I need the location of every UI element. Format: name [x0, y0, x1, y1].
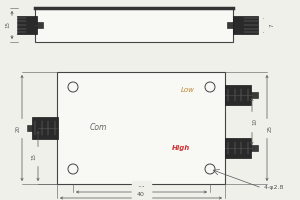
Text: 10: 10	[253, 118, 257, 125]
Text: 40: 40	[137, 192, 145, 198]
Bar	[225, 138, 251, 158]
Bar	[225, 85, 251, 105]
Text: 15: 15	[32, 152, 37, 160]
Text: 34: 34	[137, 186, 146, 192]
Bar	[35, 8, 233, 42]
Text: 25: 25	[268, 124, 272, 132]
Bar	[12, 16, 37, 34]
Text: High: High	[172, 145, 190, 151]
Bar	[32, 117, 58, 139]
Text: 20: 20	[16, 124, 20, 132]
Bar	[37, 22, 43, 28]
Text: Com: Com	[90, 123, 107, 132]
Text: 7: 7	[269, 23, 275, 27]
Bar	[26, 125, 32, 131]
Text: Low: Low	[181, 87, 195, 93]
Text: 4-φ2.8: 4-φ2.8	[264, 186, 284, 190]
Bar	[57, 72, 225, 184]
Bar	[251, 145, 257, 151]
Bar	[251, 92, 257, 98]
Bar	[227, 22, 233, 28]
Text: 15: 15	[5, 21, 10, 28]
Bar	[233, 16, 258, 34]
